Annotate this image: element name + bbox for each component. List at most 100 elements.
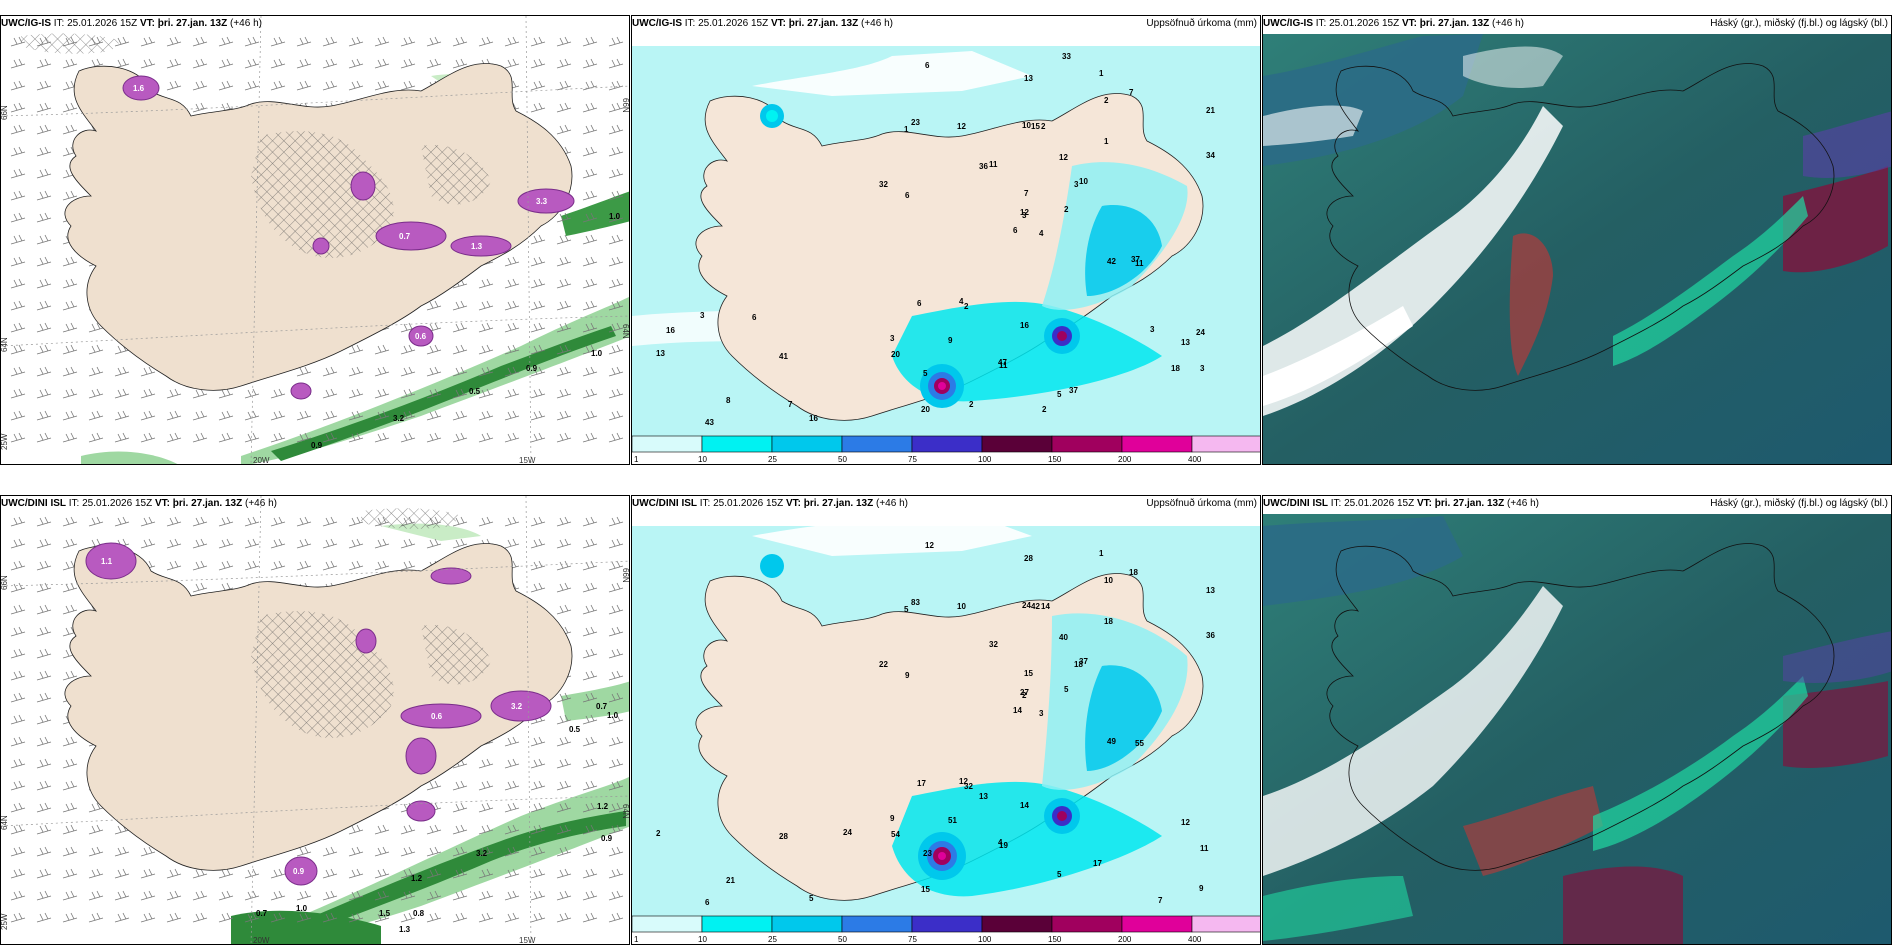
wind-barb [10,714,26,725]
wind-barb [348,432,364,443]
wind-barb [556,846,572,857]
wind-barb [400,344,416,355]
precip-value: 32 [964,782,973,791]
wind-barb [608,560,624,571]
wind-barb [36,124,52,135]
panel-clouds-dini: UWC/DINI ISL IT: 25.01.2026 15Z VT: þri.… [1262,495,1892,945]
wind-barb [192,58,208,69]
wind-barb [36,846,52,857]
wind-barb [62,604,78,615]
colorbar-swatch [1121,435,1193,453]
wind-barb [556,256,572,267]
wind-barb [582,604,598,615]
wind-barb [530,890,546,901]
svg-text:64N: 64N [1,815,9,830]
precip-value: 2 [1104,96,1109,105]
wind-barb [426,344,442,355]
colorbar-swatch [701,435,773,453]
wind-barb [556,344,572,355]
precip-value: 24 [1196,328,1205,337]
wind-barb [582,626,598,637]
precip-value: 10 [1104,576,1113,585]
wind-barb [218,890,234,901]
precip-value: 6 [905,191,910,200]
wind-barb [166,388,182,399]
precip-value: 4 [1039,229,1044,238]
wind-barb [478,344,494,355]
wind-barb [88,868,104,879]
wind-barb [504,868,520,879]
colorbar-swatch [1191,435,1260,453]
wind-barb [62,344,78,355]
wind-barb [400,824,416,835]
colorbar-tick: 10 [698,935,707,944]
precip-value: 11 [999,361,1008,370]
wind-barb [36,388,52,399]
wind-barb [556,58,572,69]
svg-text:15W: 15W [519,936,536,945]
wind-barb [10,300,26,311]
wind-barb [270,36,286,47]
wind-barb [10,538,26,549]
svg-text:3.2: 3.2 [393,414,405,423]
graticule [1,16,629,464]
wind-barb [530,300,546,311]
wind-barb [530,388,546,399]
wind-barb [582,322,598,333]
wind-barb [10,256,26,267]
precip-value: 9 [948,336,953,345]
wind-barb [88,410,104,421]
precip-map: 4133321222636216151012611209151011231332… [632,16,1260,436]
wind-barb [322,410,338,421]
graticule [1,496,629,944]
svg-text:1.5: 1.5 [379,909,391,918]
wind-barb [10,560,26,571]
wind-barb [582,58,598,69]
wind-barb [530,36,546,47]
svg-text:0.5: 0.5 [569,725,581,734]
precip-value: 12 [957,122,966,131]
svg-text:0.9: 0.9 [293,867,305,876]
wind-barb [582,538,598,549]
wind-barb [530,234,546,245]
wind-barb [114,388,130,399]
wind-barb [10,692,26,703]
svg-text:66N: 66N [1,105,9,120]
panel-title: UWC/DINI ISL IT: 25.01.2026 15Z VT: þri.… [1,498,277,509]
svg-text:1.6: 1.6 [133,84,145,93]
svg-text:0.6: 0.6 [415,332,427,341]
wind-barb [556,366,572,377]
wind-barb [608,780,624,791]
wind-barb [36,168,52,179]
precip-value: 21 [1206,106,1215,115]
wind-barb [556,714,572,725]
wind-barb [426,388,442,399]
wind-barb [140,36,156,47]
svg-text:1.0: 1.0 [609,212,621,221]
colorbar-tick: 75 [908,935,917,944]
wind-barb [296,846,312,857]
wind-barb [504,58,520,69]
wind-barb [36,912,52,923]
wind-barb [114,912,130,923]
wind-barb [400,890,416,901]
wind-barb [10,604,26,615]
wind-barb [452,780,468,791]
wind-barb [296,890,312,901]
wind-barb [452,432,468,443]
wind-barb [504,366,520,377]
precip-value: 11 [1135,259,1144,268]
wind-barb [556,868,572,879]
wind-barb [608,146,624,157]
wind-barb [36,890,52,901]
svg-text:66N: 66N [1,575,9,590]
wind-barb [556,780,572,791]
wind-barb [36,80,52,91]
wind-barb [36,670,52,681]
wind-barb [192,516,208,527]
wind-barb [10,190,26,201]
wind-barb [374,344,390,355]
wind-barb [140,388,156,399]
precip-value: 14 [1020,801,1029,810]
panel-title: UWC/DINI ISL IT: 25.01.2026 15Z VT: þri.… [1263,498,1539,509]
